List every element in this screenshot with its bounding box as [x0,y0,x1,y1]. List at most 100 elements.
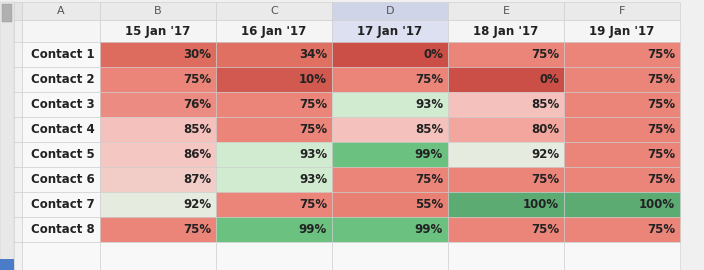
Text: A: A [57,6,65,16]
FancyBboxPatch shape [14,92,22,117]
FancyBboxPatch shape [564,20,680,42]
Text: B: B [154,6,162,16]
Text: 75%: 75% [647,73,675,86]
FancyBboxPatch shape [0,259,14,270]
FancyBboxPatch shape [332,242,448,270]
FancyBboxPatch shape [332,67,448,92]
FancyBboxPatch shape [216,217,332,242]
Text: 10%: 10% [299,73,327,86]
Text: 75%: 75% [183,223,211,236]
FancyBboxPatch shape [22,192,100,217]
FancyBboxPatch shape [22,67,100,92]
FancyBboxPatch shape [14,42,22,67]
Text: 75%: 75% [299,123,327,136]
FancyBboxPatch shape [448,20,564,42]
Text: 19 Jan '17: 19 Jan '17 [589,25,655,38]
FancyBboxPatch shape [448,117,564,142]
FancyBboxPatch shape [448,42,564,67]
FancyBboxPatch shape [100,242,216,270]
Text: 76%: 76% [183,98,211,111]
FancyBboxPatch shape [564,167,680,192]
FancyBboxPatch shape [216,142,332,167]
FancyBboxPatch shape [22,142,100,167]
FancyBboxPatch shape [448,242,564,270]
Text: E: E [503,6,510,16]
FancyBboxPatch shape [332,117,448,142]
FancyBboxPatch shape [564,67,680,92]
Text: 93%: 93% [415,98,443,111]
FancyBboxPatch shape [14,2,22,20]
FancyBboxPatch shape [14,20,22,42]
FancyBboxPatch shape [2,4,12,22]
Text: 75%: 75% [647,173,675,186]
FancyBboxPatch shape [216,167,332,192]
FancyBboxPatch shape [100,142,216,167]
Text: 100%: 100% [639,198,675,211]
FancyBboxPatch shape [564,192,680,217]
Text: Contact 4: Contact 4 [31,123,95,136]
FancyBboxPatch shape [100,192,216,217]
Text: 75%: 75% [531,223,559,236]
FancyBboxPatch shape [216,20,332,42]
FancyBboxPatch shape [100,92,216,117]
Text: 30%: 30% [183,48,211,61]
Text: 99%: 99% [298,223,327,236]
FancyBboxPatch shape [332,20,448,42]
Text: 75%: 75% [647,98,675,111]
FancyBboxPatch shape [14,242,22,270]
FancyBboxPatch shape [22,117,100,142]
Text: 75%: 75% [531,173,559,186]
Text: 75%: 75% [647,148,675,161]
FancyBboxPatch shape [14,142,22,167]
Text: C: C [270,6,278,16]
FancyBboxPatch shape [216,117,332,142]
FancyBboxPatch shape [22,20,100,42]
FancyBboxPatch shape [564,242,680,270]
FancyBboxPatch shape [564,2,680,20]
FancyBboxPatch shape [100,42,216,67]
Text: F: F [619,6,625,16]
Text: 18 Jan '17: 18 Jan '17 [473,25,539,38]
Text: 75%: 75% [183,73,211,86]
Text: 75%: 75% [647,123,675,136]
Text: 92%: 92% [183,198,211,211]
Text: 15 Jan '17: 15 Jan '17 [125,25,191,38]
Text: 92%: 92% [531,148,559,161]
Text: 34%: 34% [299,48,327,61]
FancyBboxPatch shape [332,167,448,192]
FancyBboxPatch shape [332,142,448,167]
Text: 80%: 80% [531,123,559,136]
Text: 75%: 75% [299,98,327,111]
Text: Contact 1: Contact 1 [32,48,95,61]
FancyBboxPatch shape [100,167,216,192]
Text: Contact 8: Contact 8 [31,223,95,236]
FancyBboxPatch shape [216,67,332,92]
FancyBboxPatch shape [14,217,22,242]
FancyBboxPatch shape [22,167,100,192]
Text: Contact 5: Contact 5 [31,148,95,161]
Text: 17 Jan '17: 17 Jan '17 [358,25,422,38]
FancyBboxPatch shape [14,192,22,217]
FancyBboxPatch shape [216,92,332,117]
FancyBboxPatch shape [216,242,332,270]
Text: 85%: 85% [183,123,211,136]
Text: 99%: 99% [415,148,443,161]
Text: 100%: 100% [523,198,559,211]
FancyBboxPatch shape [448,167,564,192]
Text: 0%: 0% [539,73,559,86]
FancyBboxPatch shape [14,167,22,192]
FancyBboxPatch shape [448,2,564,20]
FancyBboxPatch shape [564,142,680,167]
Text: 75%: 75% [647,223,675,236]
Text: 75%: 75% [647,48,675,61]
FancyBboxPatch shape [564,42,680,67]
FancyBboxPatch shape [14,117,22,142]
FancyBboxPatch shape [216,42,332,67]
FancyBboxPatch shape [216,192,332,217]
Text: 75%: 75% [415,173,443,186]
FancyBboxPatch shape [22,2,100,20]
Text: 75%: 75% [299,198,327,211]
FancyBboxPatch shape [448,217,564,242]
FancyBboxPatch shape [448,192,564,217]
FancyBboxPatch shape [564,117,680,142]
